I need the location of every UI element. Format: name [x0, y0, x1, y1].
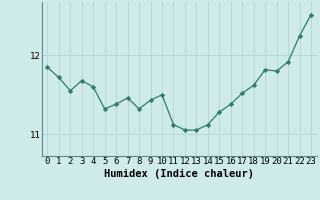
X-axis label: Humidex (Indice chaleur): Humidex (Indice chaleur)	[104, 169, 254, 179]
